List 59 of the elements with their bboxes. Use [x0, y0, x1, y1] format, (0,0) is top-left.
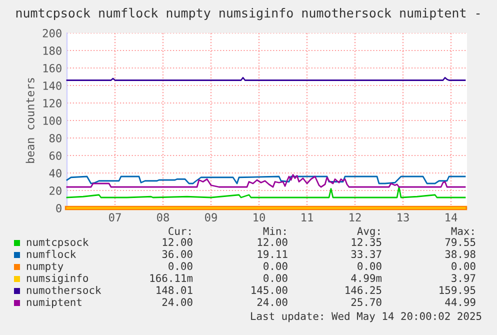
legend-label: numsiginfo — [26, 274, 88, 284]
text: 0.00 — [264, 274, 288, 282]
x-tick-label: 13 — [398, 213, 409, 222]
text: 79.55 — [445, 238, 476, 246]
y-tick-label: 80 — [49, 134, 62, 142]
text: 12.00 — [258, 238, 288, 246]
legend-label: numflock — [26, 250, 76, 258]
text: 148.01 — [156, 286, 192, 294]
y-tick-label: 140 — [43, 82, 62, 90]
text: 33.37 — [351, 250, 382, 258]
text: 25.70 — [351, 298, 382, 306]
text: 4.99m — [351, 274, 382, 282]
line-series — [66, 174, 466, 188]
y-tick-label: 160 — [43, 64, 62, 72]
text: 0.00 — [168, 262, 192, 270]
legend-label: numothersock — [26, 286, 102, 294]
text: 12.00 — [162, 238, 192, 246]
y-tick-label: 200 — [42, 29, 62, 38]
text: 24.00 — [162, 298, 192, 306]
text: Last update: Wed May 14 20:00:02 2025 — [251, 312, 482, 322]
chart-title: numtcpsock numflock numpty numsiginfo numothersock numiptent - — [16, 8, 480, 20]
y-tick-label: 20 — [50, 186, 62, 195]
text: 36.00 — [162, 250, 192, 258]
y-tick-label: 40 — [49, 169, 62, 178]
y-tick-label: 120 — [43, 99, 62, 108]
y-tick-label: 60 — [49, 152, 62, 160]
text: Cur: — [168, 227, 190, 236]
line-series — [66, 176, 466, 184]
y-tick-label: 100 — [43, 116, 62, 125]
x-tick-label: 08 — [157, 213, 169, 222]
text: 145.00 — [252, 286, 288, 294]
text: 0.00 — [452, 262, 476, 270]
text: 19.11 — [258, 250, 288, 258]
x-tick-label: 14 — [446, 213, 458, 222]
text: 146.25 — [346, 286, 382, 294]
text: 24.00 — [257, 298, 288, 306]
x-tick-label: 09 — [205, 213, 217, 222]
x-tick-label: 07 — [109, 213, 121, 222]
text: 0.00 — [358, 262, 382, 270]
legend-label: numiptent — [26, 298, 82, 308]
y-tick-label: 180 — [43, 46, 62, 55]
text: 0.00 — [264, 262, 288, 270]
x-tick-label: 11 — [302, 213, 313, 222]
y-tick-label: 0 — [56, 204, 62, 212]
text: Min: — [263, 226, 286, 235]
y-axis-title: bean counters — [26, 78, 34, 163]
text: Avg: — [357, 227, 380, 238]
text: 166.11m — [150, 274, 193, 282]
x-tick-label: 10 — [254, 213, 265, 222]
text: 38.98 — [445, 250, 476, 258]
text: 12.35 — [352, 238, 382, 246]
line-series — [66, 186, 466, 198]
text: 159.95 — [440, 286, 476, 294]
x-tick-label: 12 — [350, 213, 361, 222]
text: 3.97 — [452, 274, 476, 282]
legend-label: numpty — [26, 262, 64, 272]
text: Max: — [451, 227, 474, 236]
legend-label: numtcpsock — [26, 238, 89, 248]
text: 44.99 — [445, 298, 476, 306]
